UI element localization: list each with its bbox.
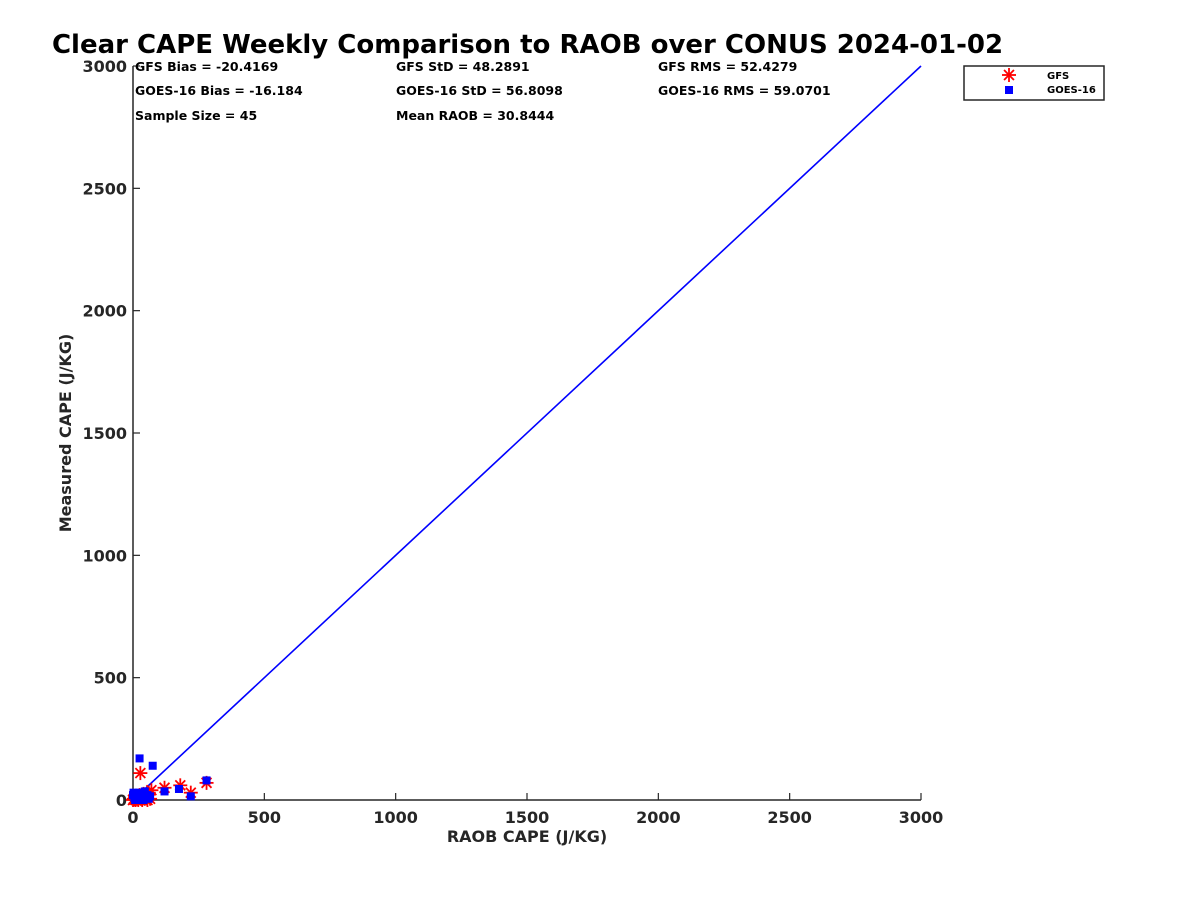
legend-gfs-marker [1002,68,1016,82]
x-tick-label: 3000 [899,808,944,827]
y-tick-label: 2000 [82,302,127,321]
x-tick-label: 1000 [373,808,418,827]
x-ticks: 0 500 1000 1500 2000 2500 3000 [127,793,943,827]
stat-gfs-bias: GFS Bias = -20.4169 [135,59,278,74]
x-axis-label: RAOB CAPE (J/KG) [447,827,607,846]
y-tick-label: 0 [116,791,127,810]
goes-point [186,792,195,801]
stats-block: GFS Bias = -20.4169 GFS StD = 48.2891 GF… [135,59,831,123]
data-points [126,754,214,807]
stat-gfs-rms: GFS RMS = 52.4279 [658,59,797,74]
y-tick-label: 1000 [82,546,127,565]
legend-box [963,65,1105,101]
stat-gfs-std: GFS StD = 48.2891 [396,59,530,74]
y-tick-label: 1500 [82,424,127,443]
goes-point [202,776,211,785]
goes-point [135,754,144,763]
y-tick-label: 500 [94,669,127,688]
goes-point [160,787,169,796]
reference-line [132,65,922,801]
stat-sample-size: Sample Size = 45 [135,108,257,123]
legend-goes-label: GOES-16 [1047,85,1096,96]
x-tick-label: 500 [248,808,281,827]
legend: GFS GOES-16 [963,65,1105,101]
x-tick-label: 2500 [767,808,812,827]
x-tick-label: 2000 [636,808,681,827]
stat-mean-raob: Mean RAOB = 30.8444 [396,108,554,123]
y-ticks: 0 500 1000 1500 2000 2500 3000 [82,57,140,810]
legend-goes-marker [1005,86,1013,94]
goes-point [174,784,183,793]
gfs-legend-asterisk [1002,68,1016,82]
y-axis-label: Measured CAPE (J/KG) [56,334,75,533]
y-tick-label: 3000 [82,57,127,76]
x-tick-label: 0 [127,808,138,827]
chart-title: Clear CAPE Weekly Comparison to RAOB ove… [51,30,1004,60]
stat-goes-rms: GOES-16 RMS = 59.0701 [658,83,831,98]
stat-goes-std: GOES-16 StD = 56.8098 [396,83,563,98]
goes-point [148,761,157,770]
goes-point [146,792,155,801]
stat-goes-bias: GOES-16 Bias = -16.184 [135,83,303,98]
gfs-point [133,766,148,781]
x-tick-label: 1500 [505,808,550,827]
y-tick-label: 2500 [82,179,127,198]
legend-gfs-label: GFS [1047,71,1069,82]
